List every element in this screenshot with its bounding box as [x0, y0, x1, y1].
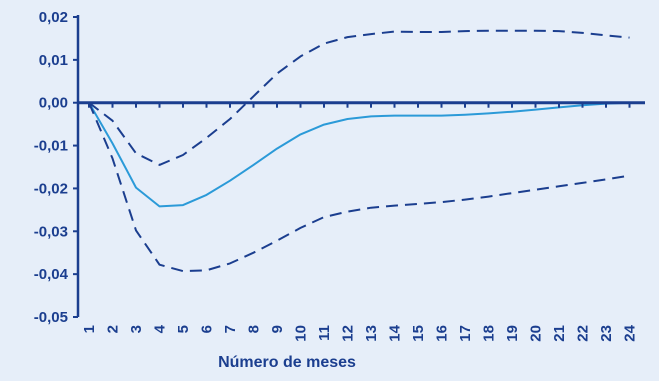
x-tick-label: 24	[622, 324, 639, 341]
x-tick-label: 18	[481, 325, 498, 342]
x-tick-label: 22	[575, 325, 592, 342]
x-tick-label: 21	[551, 325, 568, 342]
y-tick-label: -0,04	[34, 266, 69, 283]
x-tick-label: 7	[222, 325, 239, 333]
x-tick-label: 1	[81, 325, 98, 333]
x-tick-label: 4	[152, 324, 169, 333]
x-tick-label: 20	[528, 325, 545, 342]
x-tick-label: 9	[269, 325, 286, 333]
y-tick-label: -0,05	[34, 309, 68, 326]
y-tick-label: -0,02	[34, 180, 68, 197]
x-tick-label: 14	[387, 324, 404, 341]
x-tick-label: 10	[293, 325, 310, 342]
y-tick-label: 0,01	[39, 52, 68, 69]
x-axis-ticks: 1 2 3 4 5 6 7 8 9 10 11 12 13 14 15 16 17 18 19 20 21 22 23 24	[81, 102, 639, 342]
x-tick-label: 17	[457, 325, 474, 342]
x-axis-label: Número de meses	[218, 354, 356, 371]
y-tick-label: 0,02	[39, 9, 68, 26]
x-tick-label: 15	[410, 325, 427, 342]
impulse-response-line	[88, 101, 630, 208]
x-tick-label: 2	[105, 325, 122, 333]
confidence-band-line	[88, 29, 630, 166]
y-tick-label: 0,00	[39, 95, 68, 112]
x-tick-label: 23	[598, 325, 615, 342]
confidence-band-line	[88, 102, 630, 273]
x-tick-label: 3	[128, 325, 145, 333]
x-tick-label: 5	[175, 325, 192, 333]
series-group	[88, 29, 630, 273]
x-tick-label: 11	[316, 325, 333, 341]
x-tick-label: 19	[504, 325, 521, 342]
x-tick-label: 12	[340, 325, 357, 342]
y-tick-label: -0,01	[34, 138, 68, 155]
x-tick-label: 6	[199, 325, 216, 333]
y-tick-label: -0,03	[34, 223, 68, 240]
x-tick-label: 16	[434, 325, 451, 342]
y-axis-ticks: 0,02 0,01 0,00 -0,01 -0,02 -0,03 -0,04 -0,05	[34, 9, 78, 326]
x-tick-label: 13	[363, 325, 380, 342]
x-tick-label: 8	[246, 325, 263, 333]
